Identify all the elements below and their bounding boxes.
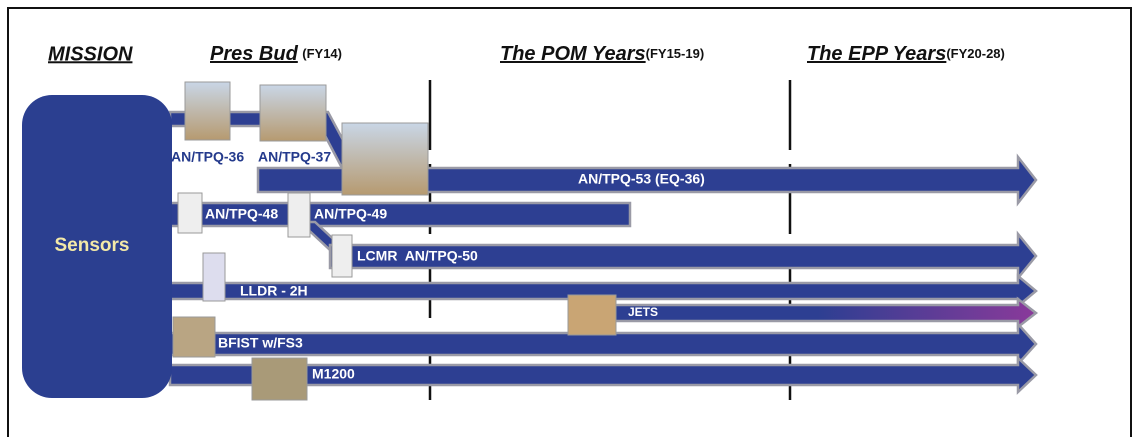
system-label: AN/TPQ-48 bbox=[205, 206, 278, 222]
system-label: LCMR AN/TPQ-50 bbox=[357, 248, 478, 264]
sensors-label: Sensors bbox=[55, 235, 130, 256]
diagram: MISSION Pres Bud (FY14) The POM Years(FY… bbox=[0, 0, 1139, 437]
pom-header: The POM Years(FY15-19) bbox=[500, 43, 704, 65]
mission-header: MISSION bbox=[48, 43, 133, 65]
system-label: AN/TPQ-49 bbox=[314, 206, 387, 222]
pres-bud-header: Pres Bud (FY14) bbox=[210, 43, 342, 65]
system-label: AN/TPQ-37 bbox=[258, 149, 331, 165]
headers: MISSION Pres Bud (FY14) The POM Years(FY… bbox=[48, 43, 1005, 65]
system-label: AN/TPQ-53 (EQ-36) bbox=[578, 171, 705, 187]
epp-header: The EPP Years(FY20-28) bbox=[807, 43, 1005, 65]
system-label: BFIST w/FS3 bbox=[218, 335, 303, 351]
system-label: JETS bbox=[628, 305, 658, 319]
system-label: AN/TPQ-36 bbox=[171, 149, 244, 165]
system-label: LLDR - 2H bbox=[240, 283, 308, 299]
system-label: M1200 bbox=[312, 366, 355, 382]
